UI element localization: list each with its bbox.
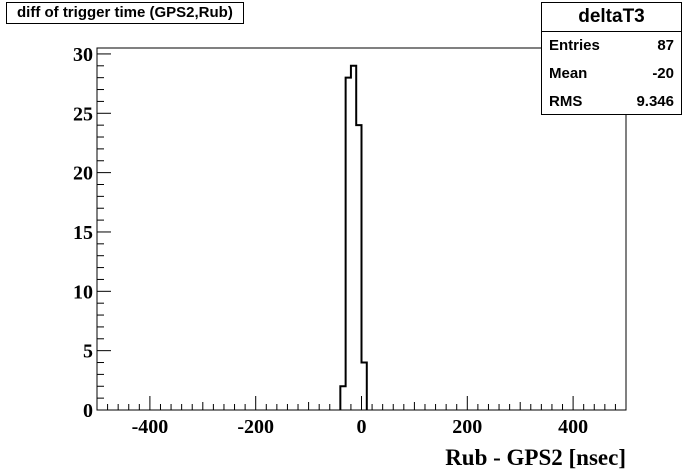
x-tick-label: 0 [357,416,367,438]
stats-histogram-name: deltaT3 [542,3,681,32]
chart-title: diff of trigger time (GPS2,Rub) [6,2,244,24]
stats-value: 9.346 [636,93,674,110]
y-tick-label: 25 [73,103,93,125]
x-axis-title: Rub - GPS2 [nsec] [445,445,626,470]
chart-title-text: diff of trigger time (GPS2,Rub) [17,4,233,21]
stats-value: -20 [652,65,674,82]
stats-box: deltaT3 Entries 87 Mean -20 RMS 9.346 [541,2,682,115]
stats-label: Entries [549,37,600,54]
x-tick-label: -400 [132,416,169,438]
y-tick-label: 30 [73,44,93,66]
y-tick-label: 15 [73,222,93,244]
histogram-step-line [339,64,368,410]
stats-label: RMS [549,93,583,110]
axis-tick-labels: -400 -200 0 200 400 0 5 10 15 20 25 30 [73,44,588,438]
x-tick-label: 200 [452,416,482,438]
stats-row-rms: RMS 9.346 [542,88,681,116]
y-tick-label: 0 [83,400,93,422]
y-tick-label: 10 [73,281,93,303]
stats-row-entries: Entries 87 [542,32,681,60]
stats-value: 87 [657,37,674,54]
axis-ticks [96,53,627,411]
stats-label: Mean [549,65,588,82]
y-tick-label: 20 [73,163,93,185]
x-tick-label: 400 [558,416,588,438]
stats-row-mean: Mean -20 [542,60,681,88]
y-tick-label: 5 [83,341,93,363]
x-tick-label: -200 [237,416,274,438]
